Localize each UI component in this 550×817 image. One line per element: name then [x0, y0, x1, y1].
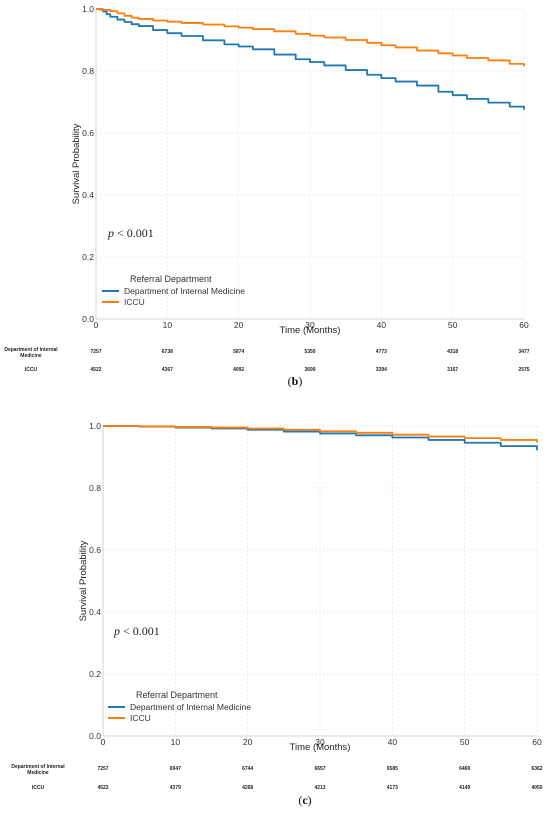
y-tick-label: 0.4: [82, 190, 94, 200]
x-tick-label: 20: [234, 320, 244, 330]
risk-table-cell: 3477: [518, 349, 529, 355]
risk-table-cell: 6947: [170, 766, 181, 772]
risk-table-cell: 6744: [242, 766, 253, 772]
panel-label-open: (: [298, 793, 302, 807]
risk-table-cell: 4773: [376, 349, 387, 355]
risk-table-cell: 6738: [162, 349, 173, 355]
risk-table-cell: 4379: [170, 785, 181, 791]
risk-row-label: ICCU: [32, 785, 45, 791]
y-tick-label: 0.4: [89, 607, 101, 617]
y-tick-label: 0.6: [82, 128, 94, 138]
y-tick-label: 0.0: [82, 314, 94, 324]
x-tick-label: 40: [377, 320, 387, 330]
p-symbol: p: [113, 624, 120, 638]
y-tick-label: 0.2: [82, 252, 94, 262]
panel-label-close: ): [298, 374, 302, 388]
risk-table-cell: 2575: [518, 367, 529, 373]
p-value-text: < 0.001: [120, 624, 160, 638]
y-tick-label: 0.2: [89, 669, 101, 679]
legend-title: Referral Department: [130, 274, 212, 284]
series-line-iccu: [103, 425, 538, 443]
x-tick-label: 30: [315, 737, 325, 747]
x-tick-label: 0: [101, 737, 106, 747]
panel-label-open: (: [288, 374, 292, 388]
risk-row-label: Medicine: [20, 353, 42, 359]
risk-table-cell: 4149: [459, 785, 470, 791]
y-axis-label: Survival Probability: [71, 123, 82, 204]
x-tick-label: 40: [388, 737, 398, 747]
panel-label: (b): [288, 374, 303, 388]
legend-entry: Department of Internal Medicine: [124, 286, 245, 296]
x-tick-label: 60: [519, 320, 529, 330]
p-value-annotation: p < 0.001: [113, 624, 160, 638]
x-tick-label: 10: [163, 320, 173, 330]
risk-table-cell: 4318: [447, 349, 458, 355]
risk-row-label: Medicine: [27, 770, 49, 776]
p-value-annotation: p < 0.001: [107, 226, 154, 240]
x-tick-label: 60: [532, 737, 542, 747]
risk-table-cell: 4268: [242, 785, 253, 791]
y-tick-label: 0.8: [89, 483, 101, 493]
x-tick-label: 0: [94, 320, 99, 330]
p-symbol: p: [107, 226, 114, 240]
risk-row-label: Department of Internal: [4, 347, 58, 353]
risk-table-cell: 5350: [304, 349, 315, 355]
x-tick-label: 30: [305, 320, 315, 330]
x-tick-label: 20: [243, 737, 253, 747]
risk-table-cell: 3394: [376, 367, 387, 373]
risk-table-cell: 6362: [531, 766, 542, 772]
p-value-text: < 0.001: [114, 226, 154, 240]
risk-table-cell: 6585: [387, 766, 398, 772]
x-tick-label: 10: [171, 737, 181, 747]
legend-entry: Department of Internal Medicine: [130, 702, 251, 712]
risk-table-cell: 4522: [97, 785, 108, 791]
panel-label-close: ): [308, 793, 312, 807]
risk-row-label: ICCU: [25, 367, 38, 373]
y-tick-label: 1.0: [82, 4, 94, 14]
y-axis-label: Survival Probability: [78, 540, 89, 621]
x-axis-label: Time (Months): [280, 325, 341, 336]
legend-entry: ICCU: [124, 297, 145, 307]
risk-table-cell: 4522: [90, 367, 101, 373]
risk-table-cell: 6469: [459, 766, 470, 772]
risk-table-cell: 4173: [387, 785, 398, 791]
risk-table-cell: 6657: [314, 766, 325, 772]
panel-letter: c: [302, 793, 308, 807]
risk-table-cell: 7257: [90, 349, 101, 355]
series-line-iccu: [96, 8, 525, 67]
risk-table-cell: 5874: [233, 349, 244, 355]
risk-table-cell: 4367: [162, 367, 173, 373]
y-tick-label: 0.8: [82, 66, 94, 76]
risk-table-cell: 3167: [447, 367, 458, 373]
risk-table-cell: 3699: [304, 367, 315, 373]
legend-title: Referral Department: [136, 690, 218, 700]
panel-label: (c): [298, 793, 311, 807]
km-panel-b: 0 10 20 30 40 50 60 0.0 0.2 0.4 0.6 0.8 1.0 Time (Mon…: [4, 4, 529, 388]
x-axis-label: Time (Months): [290, 742, 351, 753]
y-tick-label: 0.6: [89, 545, 101, 555]
panel-letter: b: [292, 374, 299, 388]
risk-table-cell: 7257: [97, 766, 108, 772]
y-tick-label: 0.0: [89, 731, 101, 741]
risk-table-cell: 4092: [233, 367, 244, 373]
risk-table-cell: 4050: [531, 785, 542, 791]
y-tick-label: 1.0: [89, 421, 101, 431]
risk-table-cell: 4213: [314, 785, 325, 791]
risk-row-label: Department of Internal: [11, 764, 65, 770]
series-line-internal-medicine: [96, 8, 525, 110]
x-tick-label: 50: [448, 320, 458, 330]
legend-entry: ICCU: [130, 713, 151, 723]
x-tick-label: 50: [460, 737, 470, 747]
